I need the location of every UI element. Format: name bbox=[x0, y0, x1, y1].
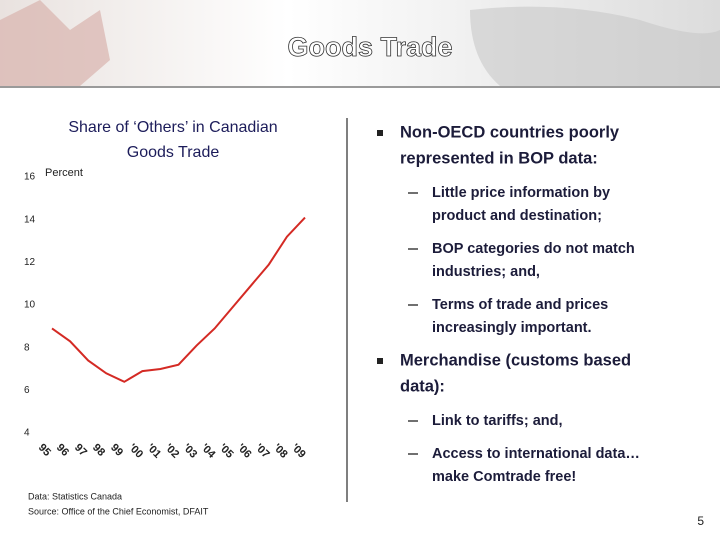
data-line bbox=[51, 216, 306, 383]
sub-bullet-text: increasingly important. bbox=[432, 320, 592, 336]
chart-title: Share of ‘Others’ in Canadian bbox=[68, 119, 277, 136]
y-tick-label: 8 bbox=[24, 342, 30, 353]
sub-bullet-text: Access to international data… bbox=[432, 446, 640, 462]
y-axis-label: Percent bbox=[45, 167, 83, 179]
chart-title: Goods Trade bbox=[127, 144, 220, 161]
y-tick-label: 14 bbox=[24, 214, 36, 225]
bullet-text: represented in BOP data: bbox=[400, 149, 598, 167]
bullet-marker bbox=[377, 358, 383, 364]
y-tick-label: 10 bbox=[24, 300, 36, 311]
page-number: 5 bbox=[697, 514, 704, 528]
source: Source: Office of the Chief Economist, D… bbox=[28, 506, 209, 516]
maple-leaf bbox=[0, 0, 110, 86]
world-map bbox=[470, 6, 720, 87]
sub-bullet-text: Little price information by bbox=[432, 185, 610, 201]
bullet-text: Merchandise (customs based bbox=[400, 351, 631, 369]
source: Data: Statistics Canada bbox=[28, 491, 122, 501]
sub-bullet-text: BOP categories do not match bbox=[432, 241, 635, 257]
slide-title: Goods Trade bbox=[287, 32, 452, 62]
sub-bullet-text: product and destination; bbox=[432, 208, 602, 224]
bullet-text: Non-OECD countries poorly bbox=[400, 123, 620, 141]
y-tick-label: 4 bbox=[24, 428, 30, 439]
bullet-marker bbox=[377, 130, 383, 136]
y-tick-label: 16 bbox=[24, 172, 36, 183]
sub-bullet-text: industries; and, bbox=[432, 264, 540, 280]
sub-bullet-text: Terms of trade and prices bbox=[432, 297, 608, 313]
sub-bullet-text: Link to tariffs; and, bbox=[432, 413, 563, 429]
sub-bullet-text: make Comtrade free! bbox=[432, 469, 576, 485]
y-tick-label: 6 bbox=[24, 385, 30, 396]
y-tick-label: 12 bbox=[24, 257, 36, 268]
bullet-text: data): bbox=[400, 377, 445, 395]
